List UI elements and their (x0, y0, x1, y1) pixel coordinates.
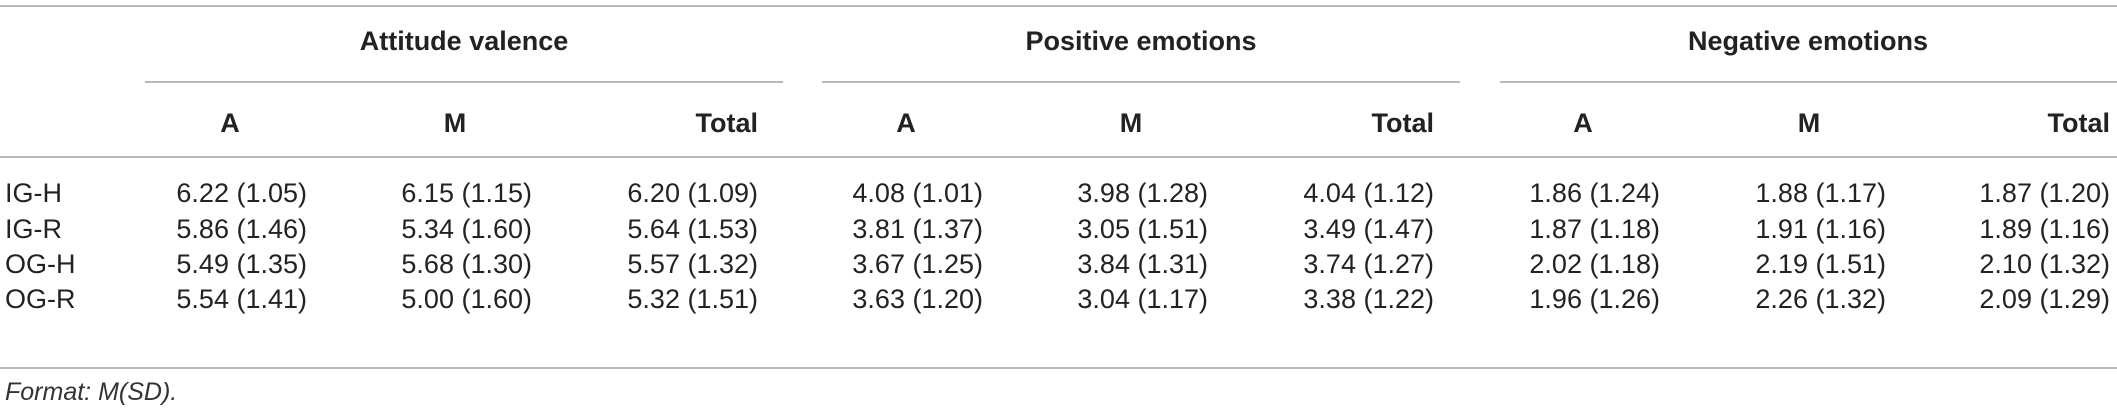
table-cell: 4.04 (1.12) (1303, 178, 1434, 208)
table-cell: 5.57 (1.32) (627, 249, 758, 279)
row-label: OG-R (5, 284, 76, 314)
table-cell: 3.38 (1.22) (1303, 284, 1434, 314)
column-header: Total (695, 108, 759, 138)
table-cell: 6.22 (1.05) (176, 178, 307, 208)
row-label: OG-H (5, 249, 76, 279)
table-cell: 2.09 (1.29) (1979, 284, 2110, 314)
table-cell: 5.86 (1.46) (176, 214, 307, 244)
table-cell: 6.15 (1.15) (401, 178, 532, 208)
table-cell: 3.49 (1.47) (1303, 214, 1434, 244)
column-header: M (443, 108, 467, 138)
table-cell: 3.84 (1.31) (1077, 249, 1208, 279)
bottom-rule (0, 367, 2117, 369)
table-cell: 5.00 (1.60) (401, 284, 532, 314)
row-label: IG-R (5, 214, 62, 244)
table-cell: 1.86 (1.24) (1529, 178, 1660, 208)
table-cell: 5.64 (1.53) (627, 214, 758, 244)
column-header: A (896, 108, 916, 138)
table-cell: 6.20 (1.09) (627, 178, 758, 208)
table-cell: 3.81 (1.37) (852, 214, 983, 244)
table-cell: 1.87 (1.18) (1529, 214, 1660, 244)
table-cell: 2.10 (1.32) (1979, 249, 2110, 279)
table-cell: 2.19 (1.51) (1755, 249, 1886, 279)
table-cell: 1.89 (1.16) (1979, 214, 2110, 244)
group-header: Attitude valence (359, 26, 569, 56)
table-cell: 1.87 (1.20) (1979, 178, 2110, 208)
table-cell: 3.63 (1.20) (852, 284, 983, 314)
table-cell: 3.04 (1.17) (1077, 284, 1208, 314)
column-header: A (220, 108, 240, 138)
table-cell: 5.68 (1.30) (401, 249, 532, 279)
top-rule (0, 5, 2117, 7)
table-cell: 3.05 (1.51) (1077, 214, 1208, 244)
table-cell: 1.88 (1.17) (1755, 178, 1886, 208)
table-cell: 2.02 (1.18) (1529, 249, 1660, 279)
group-rule-attitude (145, 81, 783, 83)
table-cell: 2.26 (1.32) (1755, 284, 1886, 314)
column-header: Total (1371, 108, 1435, 138)
table-cell: 5.34 (1.60) (401, 214, 532, 244)
column-header: M (1797, 108, 1821, 138)
table-cell: 3.98 (1.28) (1077, 178, 1208, 208)
row-label: IG-H (5, 178, 62, 208)
group-rule-positive (822, 81, 1460, 83)
group-rule-negative (1500, 81, 2117, 83)
table-cell: 1.91 (1.16) (1755, 214, 1886, 244)
column-header: Total (2047, 108, 2111, 138)
table-note: Format: M(SD). (5, 378, 178, 406)
table-cell: 3.67 (1.25) (852, 249, 983, 279)
table-cell: 5.49 (1.35) (176, 249, 307, 279)
group-header: Positive emotions (1025, 26, 1257, 56)
column-header: A (1573, 108, 1593, 138)
header-rule (0, 156, 2117, 158)
table-cell: 5.54 (1.41) (176, 284, 307, 314)
table-cell: 3.74 (1.27) (1303, 249, 1434, 279)
table-cell: 1.96 (1.26) (1529, 284, 1660, 314)
table-cell: 5.32 (1.51) (627, 284, 758, 314)
table-cell: 4.08 (1.01) (852, 178, 983, 208)
group-header: Negative emotions (1687, 26, 1929, 56)
column-header: M (1119, 108, 1143, 138)
